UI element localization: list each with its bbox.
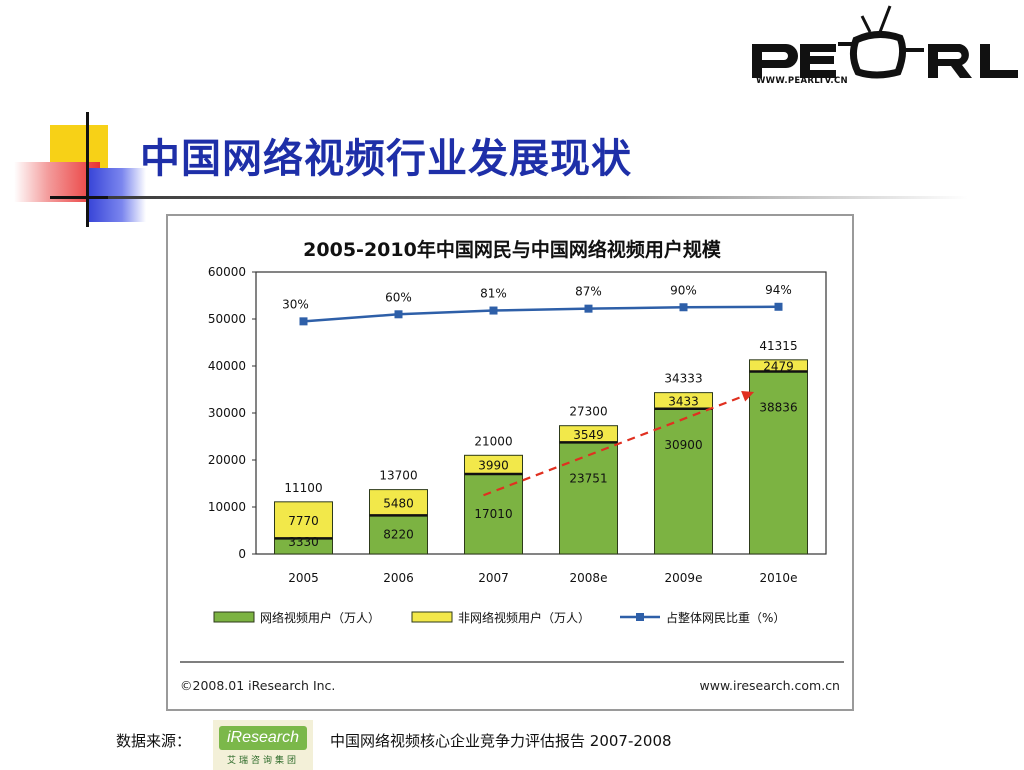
x-tick-label: 2010e <box>760 571 798 585</box>
chart-frame: 2005-2010年中国网民与中国网络视频用户规模 0 10000 20000 3000… <box>166 214 854 711</box>
chart-title: 2005-2010年中国网民与中国网络视频用户规模 <box>303 238 722 261</box>
data-label-non-video-users: 2479 <box>763 360 794 374</box>
pearl-logo <box>752 5 1018 79</box>
line-point-label: 87% <box>575 285 602 299</box>
y-tick-label: 20000 <box>208 453 246 467</box>
data-label-non-video-users: 3990 <box>478 459 509 473</box>
legend-label-ratio: 占整体网民比重（%） <box>666 610 785 625</box>
data-label-non-video-users: 7770 <box>288 514 319 528</box>
line-point <box>584 304 593 313</box>
y-tick-label: 40000 <box>208 359 246 373</box>
line-point-label: 30% <box>282 297 309 311</box>
trend-arrow-head <box>741 390 755 402</box>
data-label-total: 41315 <box>759 339 797 353</box>
line-point-label: 90% <box>670 283 697 297</box>
logo-url: WWW.PEARLTV.CN <box>756 76 848 86</box>
chart-website: www.iresearch.com.cn <box>700 678 841 693</box>
data-label-total: 11100 <box>284 481 322 495</box>
y-tick-label: 10000 <box>208 500 246 514</box>
iresearch-logo-subtext: 艾瑞咨询集团 <box>226 756 299 766</box>
data-label-video-users: 23751 <box>569 471 607 485</box>
x-tick-label: 2008e <box>570 571 608 585</box>
tv-icon <box>838 5 924 79</box>
bar-video-users <box>654 408 713 555</box>
decor-red-block <box>14 162 100 202</box>
data-label-total: 13700 <box>379 469 417 483</box>
iresearch-logo: iResearch 艾瑞咨询集团 <box>213 720 313 770</box>
line-point <box>679 303 688 312</box>
y-tick-label: 0 <box>238 547 246 561</box>
data-label-video-users: 8220 <box>383 528 414 542</box>
data-label-non-video-users: 5480 <box>383 496 414 510</box>
x-tick-label: 2006 <box>383 571 414 585</box>
legend-label-non-video-users: 非网络视频用户（万人） <box>458 610 590 625</box>
plot-area <box>255 271 827 555</box>
line-point <box>299 317 308 326</box>
trend-arrow-line <box>483 393 749 497</box>
data-label-video-users: 30900 <box>664 438 702 452</box>
data-label-non-video-users: 3549 <box>573 428 604 442</box>
report-title: 中国网络视频核心企业竞争力评估报告 2007-2008 <box>330 732 672 750</box>
decor-vertical-line <box>86 112 89 227</box>
x-tick-label: 2009e <box>665 571 703 585</box>
y-tick-label: 30000 <box>208 406 246 420</box>
bar-video-users <box>559 441 618 555</box>
slide-title: 中国网络视频行业发展现状 <box>140 136 632 182</box>
data-label-total: 34333 <box>664 372 702 386</box>
data-label-total: 27300 <box>569 405 607 419</box>
line-point-label: 81% <box>480 287 507 301</box>
data-label-video-users: 17010 <box>474 507 512 521</box>
line-point-label: 94% <box>765 283 792 297</box>
legend-swatch-non-video-users <box>411 611 453 623</box>
y-tick-label: 50000 <box>208 312 246 326</box>
decor-blue-block <box>86 168 146 222</box>
line-point-label: 60% <box>385 290 412 304</box>
y-tick-label: 60000 <box>208 265 246 279</box>
line-point <box>394 310 403 319</box>
chart-copyright: ©2008.01 iResearch Inc. <box>180 678 335 693</box>
title-underline <box>108 196 968 199</box>
data-label-non-video-users: 3433 <box>668 395 699 409</box>
chart-svg: 2005-2010年中国网民与中国网络视频用户规模 0 10000 20000 3000… <box>180 238 844 693</box>
line-point <box>774 302 783 311</box>
data-label-total: 21000 <box>474 434 512 448</box>
iresearch-logo-text: iResearch <box>219 726 307 750</box>
data-label-video-users: 3330 <box>288 535 319 549</box>
line-point <box>489 306 498 315</box>
legend-swatch-video-users <box>213 611 255 623</box>
bar-non-video-users <box>369 489 428 516</box>
legend-label-video-users: 网络视频用户（万人） <box>260 610 380 625</box>
source-label: 数据来源： <box>116 732 192 750</box>
bar-video-users <box>369 514 428 555</box>
line-ratio-series <box>303 305 779 323</box>
bar-video-users <box>749 370 808 555</box>
x-tick-label: 2005 <box>288 571 319 585</box>
data-label-video-users: 38836 <box>759 400 797 414</box>
legend-swatch-ratio-point <box>636 613 644 621</box>
x-tick-label: 2007 <box>478 571 509 585</box>
